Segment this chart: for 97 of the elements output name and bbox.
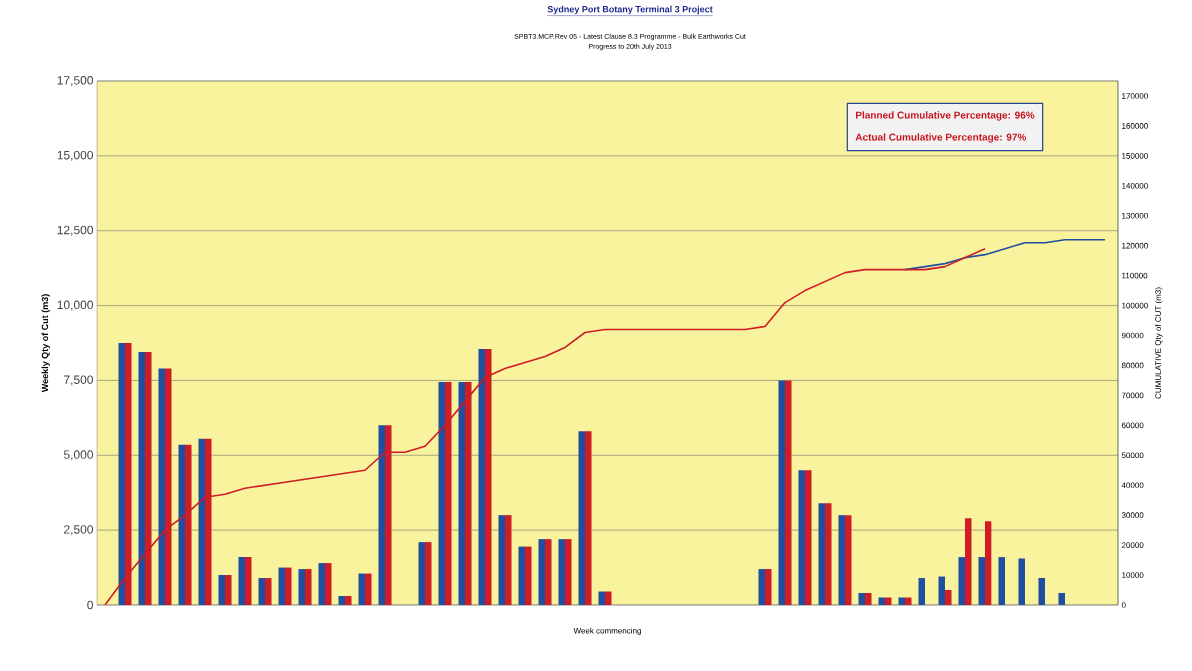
y2-tick-label: 40000 bbox=[1121, 482, 1144, 489]
bar bbox=[764, 569, 772, 605]
y2-tick-label: 170000 bbox=[1122, 93, 1148, 99]
y-tick-label: 17,500 bbox=[57, 76, 94, 86]
bar bbox=[938, 576, 945, 605]
bar bbox=[578, 431, 585, 605]
bar bbox=[458, 381, 465, 605]
bar bbox=[325, 563, 332, 605]
bar bbox=[358, 573, 365, 605]
y2-tick-label: 140000 bbox=[1122, 182, 1148, 189]
bar bbox=[438, 381, 445, 605]
bar bbox=[545, 539, 552, 605]
bar bbox=[1058, 593, 1065, 605]
bar bbox=[824, 503, 832, 605]
bar bbox=[898, 597, 905, 605]
bar bbox=[278, 567, 285, 605]
bar bbox=[884, 597, 892, 605]
y-tick-label: 12,500 bbox=[57, 225, 94, 236]
bar bbox=[238, 557, 246, 605]
y-tick-label: 7,500 bbox=[64, 375, 94, 386]
bar bbox=[878, 597, 885, 605]
bar bbox=[425, 542, 432, 605]
bar bbox=[158, 368, 166, 605]
y2-tick-label: 120000 bbox=[1122, 242, 1148, 249]
bar bbox=[218, 575, 226, 605]
bar bbox=[904, 597, 912, 605]
y-tick-label: 10,000 bbox=[57, 300, 94, 311]
y2-tick-label: 100000 bbox=[1122, 302, 1148, 309]
bar bbox=[118, 342, 126, 605]
bar bbox=[958, 557, 965, 605]
bar bbox=[345, 596, 352, 605]
y2-tick-label: 0 bbox=[1121, 602, 1126, 608]
bar bbox=[338, 596, 345, 605]
y2-tick-label: 20000 bbox=[1121, 542, 1144, 548]
bar bbox=[258, 578, 266, 605]
y2-tick-label: 70000 bbox=[1121, 392, 1144, 399]
bar bbox=[978, 557, 985, 605]
bar bbox=[478, 348, 485, 605]
bar bbox=[558, 539, 565, 605]
y-tick-label: 0 bbox=[87, 600, 94, 610]
bar bbox=[585, 431, 592, 605]
bar bbox=[838, 515, 845, 605]
x-axis-title: Week commencing bbox=[573, 627, 641, 636]
bar bbox=[318, 563, 325, 605]
bar bbox=[245, 557, 252, 605]
bar bbox=[964, 518, 972, 605]
bar bbox=[365, 573, 372, 605]
y2-tick-label: 130000 bbox=[1122, 212, 1148, 219]
bar bbox=[798, 470, 805, 605]
bar bbox=[538, 539, 545, 605]
y2-tick-label: 50000 bbox=[1121, 452, 1144, 459]
bar bbox=[944, 590, 952, 605]
bar bbox=[225, 575, 232, 605]
bar bbox=[804, 470, 812, 605]
y2-tick-label: 150000 bbox=[1122, 153, 1148, 159]
bar bbox=[498, 515, 505, 605]
bar bbox=[918, 578, 925, 605]
bar bbox=[1038, 578, 1045, 605]
bar bbox=[758, 569, 765, 605]
bar bbox=[1018, 558, 1025, 605]
bar bbox=[565, 539, 572, 605]
bar bbox=[864, 593, 872, 605]
bar bbox=[178, 444, 186, 605]
annotation: Planned Cumulative Percentage: 96% bbox=[856, 111, 1035, 121]
y2-tick-label: 110000 bbox=[1122, 272, 1148, 279]
bar bbox=[784, 380, 792, 605]
bar bbox=[525, 546, 532, 605]
y2-tick-label: 60000 bbox=[1121, 422, 1144, 429]
bar bbox=[138, 351, 146, 605]
bar bbox=[198, 438, 206, 605]
bar bbox=[858, 593, 865, 605]
bar bbox=[778, 380, 785, 605]
y2-tick-label: 160000 bbox=[1122, 123, 1148, 129]
y2-tick-label: 30000 bbox=[1121, 512, 1144, 518]
y2-axis-title: CUMULATIVE Qty of CUT (m3) bbox=[1155, 287, 1163, 399]
bar bbox=[998, 557, 1005, 605]
bar bbox=[505, 515, 512, 605]
y2-tick-label: 10000 bbox=[1122, 572, 1144, 578]
bar bbox=[518, 546, 525, 605]
bar bbox=[818, 503, 825, 605]
y-tick-label: 2,500 bbox=[64, 525, 94, 536]
annotation: Actual Cumulative Percentage: 97% bbox=[855, 133, 1027, 143]
bar bbox=[305, 569, 312, 605]
bar bbox=[418, 542, 425, 605]
bar bbox=[265, 578, 272, 605]
bar bbox=[984, 521, 992, 605]
bar bbox=[298, 569, 305, 605]
chart-title: Sydney Port Botany Terminal 3 Project bbox=[547, 5, 713, 15]
y2-tick-label: 80000 bbox=[1121, 362, 1144, 369]
bar bbox=[378, 425, 385, 605]
bar bbox=[285, 567, 292, 605]
bar bbox=[844, 515, 852, 605]
y-axis-title: Weekly Qty of Cut (m3) bbox=[41, 294, 50, 393]
y-tick-label: 5,000 bbox=[63, 450, 94, 461]
y-tick-label: 15,000 bbox=[57, 150, 94, 161]
bar bbox=[598, 591, 605, 605]
y2-tick-label: 90000 bbox=[1121, 332, 1144, 339]
